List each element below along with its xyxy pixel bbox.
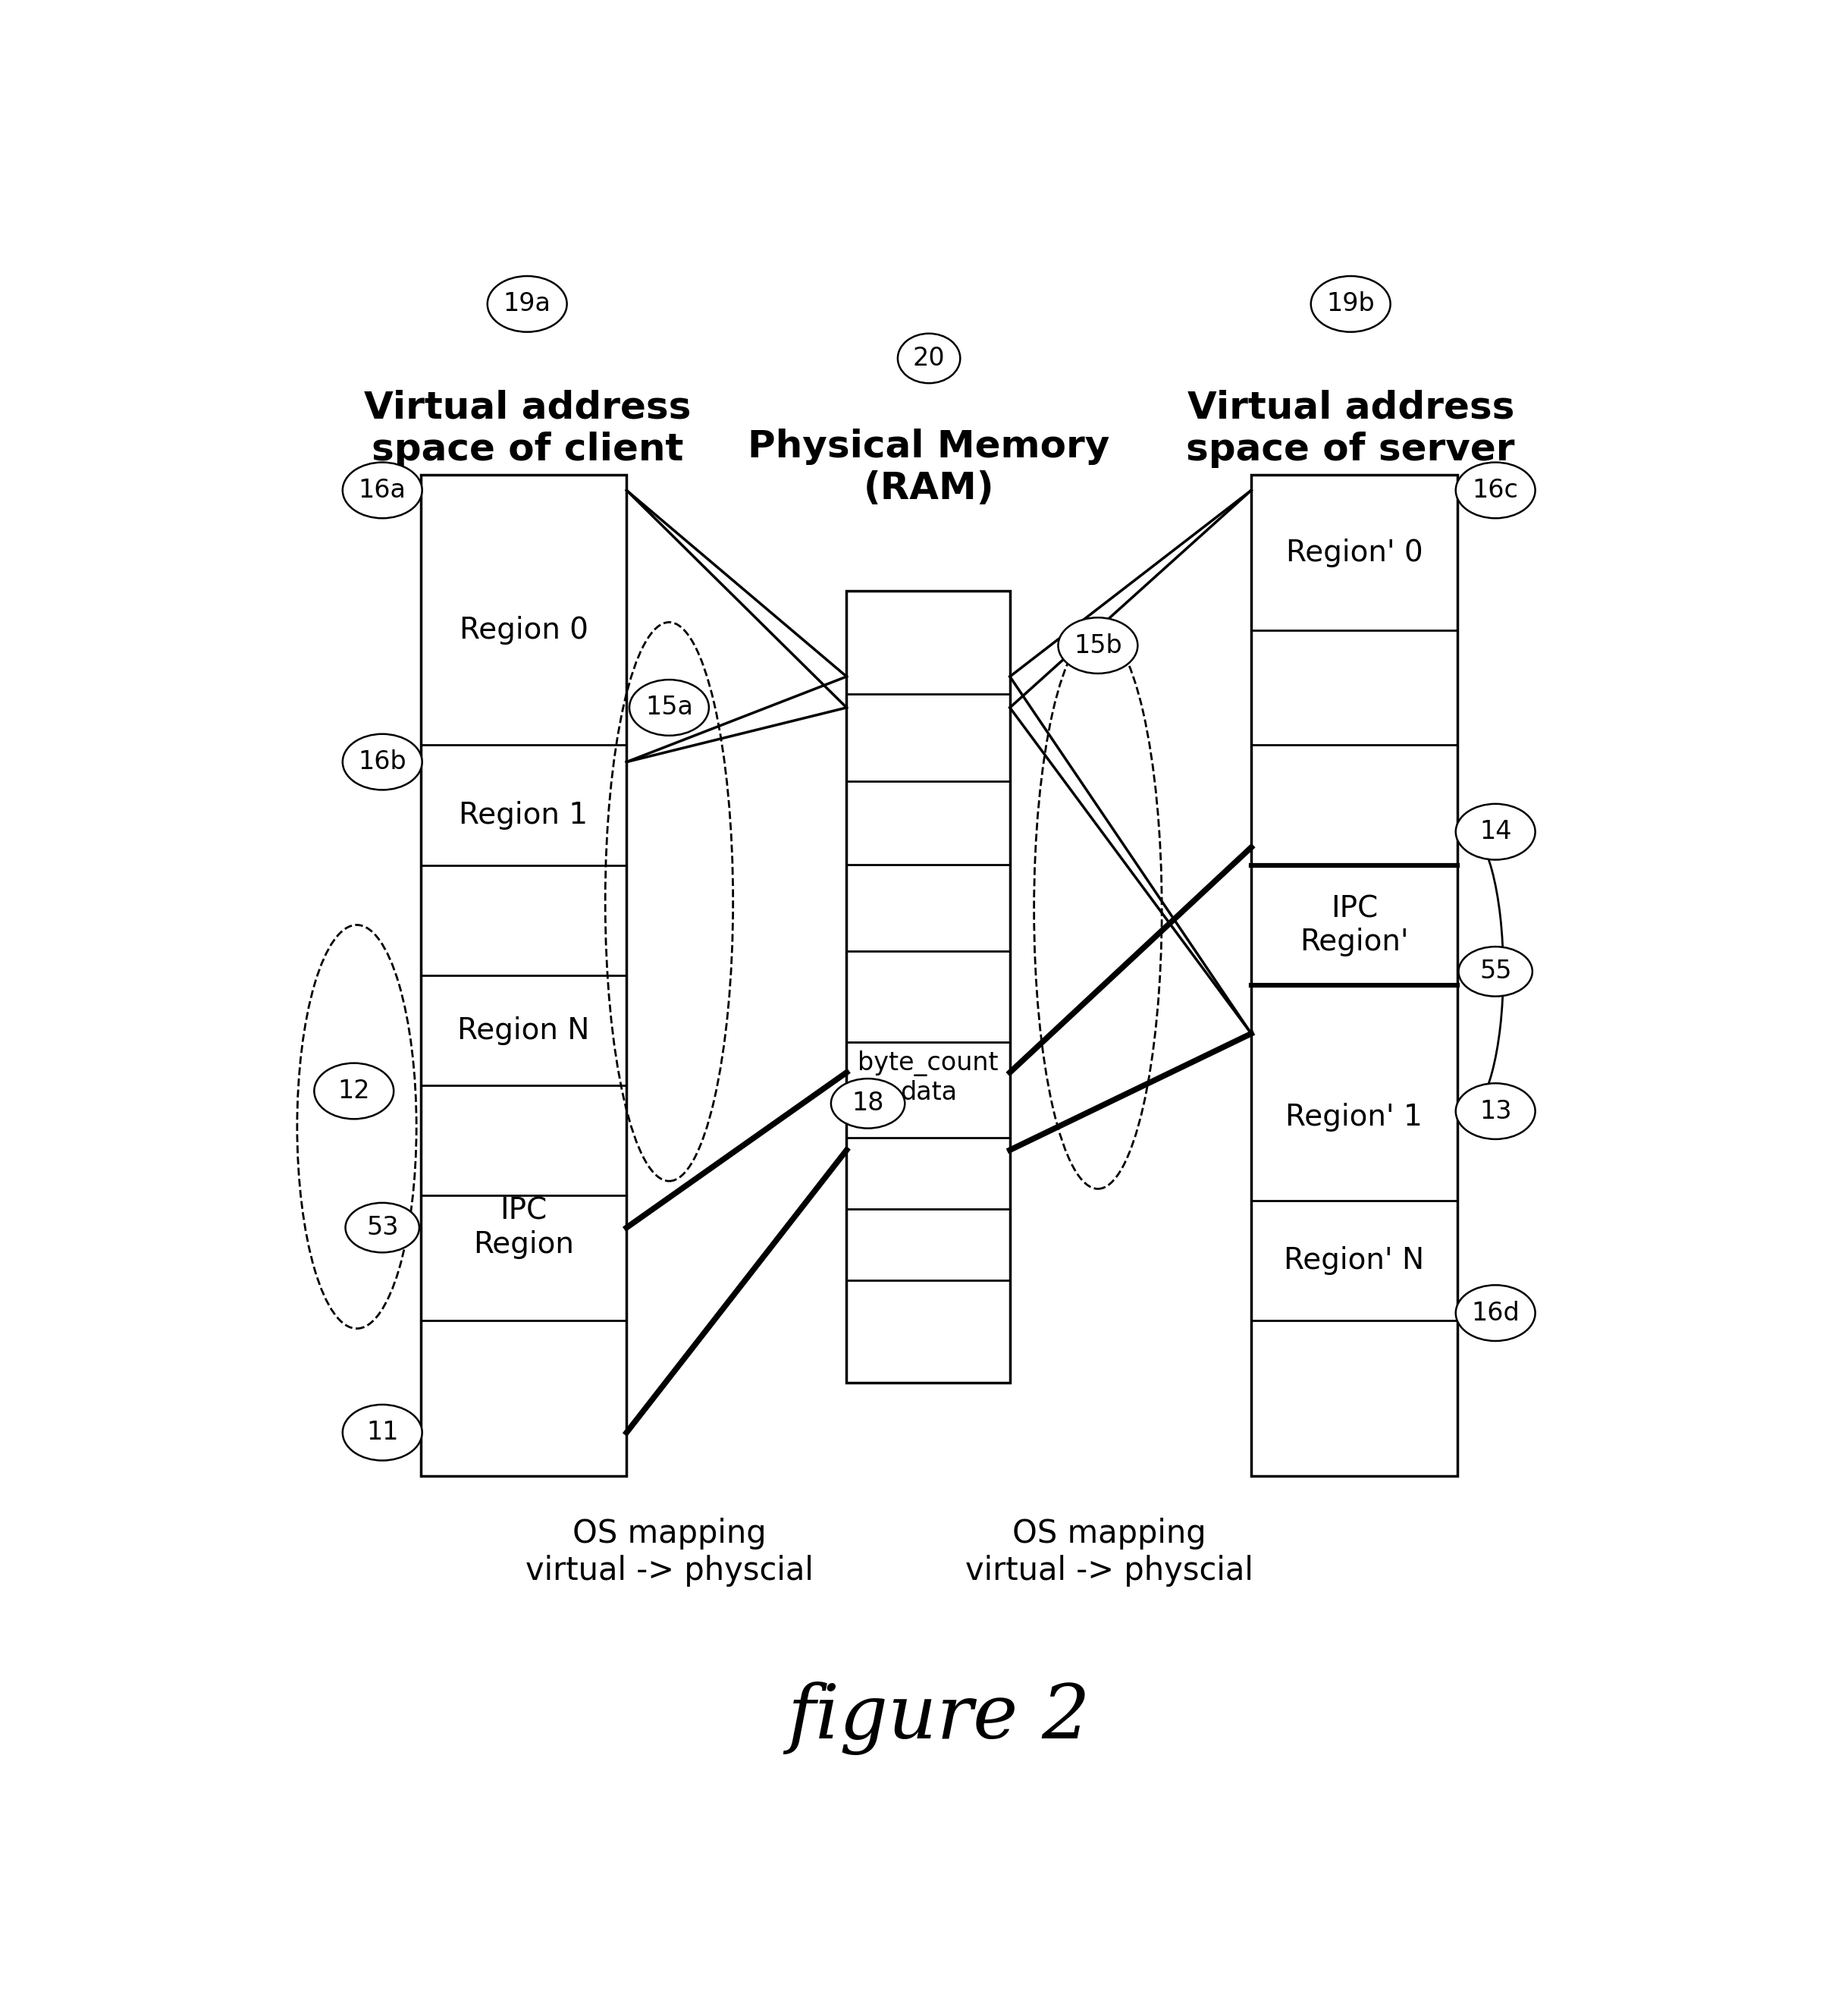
Text: OS mapping
virtual -> physcial: OS mapping virtual -> physcial <box>965 1518 1253 1587</box>
Text: 19b: 19b <box>1326 292 1374 317</box>
Text: Region' 0: Region' 0 <box>1286 538 1423 566</box>
Ellipse shape <box>343 1405 421 1460</box>
Ellipse shape <box>343 734 421 790</box>
Ellipse shape <box>315 1062 394 1119</box>
Text: IPC
Region': IPC Region' <box>1299 895 1409 956</box>
Ellipse shape <box>832 1079 905 1129</box>
Text: 16d: 16d <box>1471 1300 1519 1327</box>
Ellipse shape <box>1456 1083 1535 1139</box>
Text: 16c: 16c <box>1473 478 1519 502</box>
Text: 15a: 15a <box>645 696 692 720</box>
Text: byte_count
data: byte_count data <box>857 1050 998 1105</box>
Text: Region N: Region N <box>458 1016 590 1044</box>
Text: OS mapping
virtual -> physcial: OS mapping virtual -> physcial <box>526 1518 813 1587</box>
Text: Region 1: Region 1 <box>460 800 588 831</box>
Bar <box>846 591 1009 1383</box>
Text: 11: 11 <box>366 1419 398 1445</box>
Text: 20: 20 <box>912 347 945 371</box>
Ellipse shape <box>487 276 566 333</box>
Text: figure 2: figure 2 <box>788 1681 1090 1756</box>
Ellipse shape <box>630 679 709 736</box>
Ellipse shape <box>1458 948 1532 996</box>
Ellipse shape <box>1059 617 1138 673</box>
Text: IPC
Region: IPC Region <box>473 1198 573 1258</box>
Ellipse shape <box>346 1204 420 1252</box>
Text: 13: 13 <box>1480 1099 1511 1123</box>
Text: 19a: 19a <box>504 292 551 317</box>
Bar <box>421 476 627 1476</box>
Ellipse shape <box>1456 1284 1535 1341</box>
Text: 55: 55 <box>1480 960 1511 984</box>
Ellipse shape <box>1312 276 1390 333</box>
Ellipse shape <box>898 333 960 383</box>
Text: 12: 12 <box>337 1079 370 1103</box>
Text: Region' N: Region' N <box>1284 1246 1423 1276</box>
Text: 16b: 16b <box>359 750 407 774</box>
Text: Virtual address
space of server: Virtual address space of server <box>1187 389 1515 468</box>
Text: Region 0: Region 0 <box>460 615 588 645</box>
Text: 53: 53 <box>366 1216 398 1240</box>
Ellipse shape <box>343 462 421 518</box>
Ellipse shape <box>1456 462 1535 518</box>
Text: 14: 14 <box>1480 818 1511 845</box>
Ellipse shape <box>1456 804 1535 859</box>
Bar <box>1251 476 1456 1476</box>
Text: 15b: 15b <box>1074 633 1121 657</box>
Text: Physical Memory
(RAM): Physical Memory (RAM) <box>747 427 1110 506</box>
Text: 18: 18 <box>852 1091 885 1117</box>
Text: Region' 1: Region' 1 <box>1286 1103 1423 1131</box>
Text: Virtual address
space of client: Virtual address space of client <box>363 389 691 468</box>
Text: 16a: 16a <box>359 478 407 502</box>
